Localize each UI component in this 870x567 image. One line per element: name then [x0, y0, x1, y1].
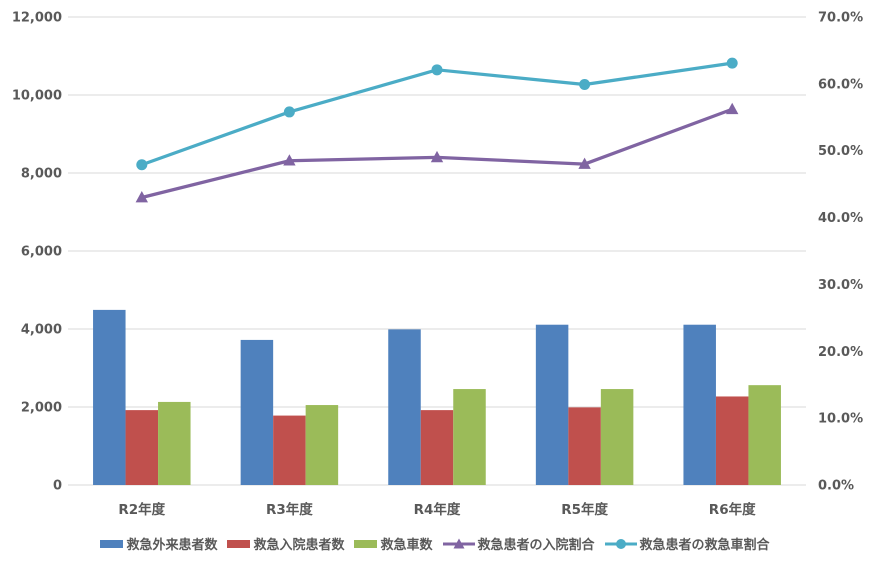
marker-circle-R6年度	[726, 57, 738, 69]
marker-triangle-R4年度	[430, 150, 444, 163]
right-axis-tick-label: 70.0%	[818, 11, 863, 26]
marker-triangle-R3年度	[283, 154, 296, 166]
left-axis-tick-label: 12,000	[12, 11, 62, 26]
right-axis-tick-label: 50.0%	[818, 144, 863, 159]
legend-swatch-icon	[227, 539, 251, 548]
bar-救急車数-R4年度	[453, 389, 486, 485]
bar-救急外来患者数-R2年度	[93, 309, 126, 485]
legend-item: 救急患者の入院割合	[442, 534, 595, 553]
bar-救急車数-R3年度	[305, 405, 339, 485]
marker-circle-R5年度	[579, 79, 591, 91]
legend-item: 救急入院患者数	[227, 534, 344, 553]
legend-label: 救急患者の入院割合	[477, 538, 595, 553]
line-救急患者の救急車割合	[140, 61, 734, 167]
chart-legend: 救急外来患者数 救急入院患者数 救急車数 救急患者の入院割合 救急患者の救急車割合	[0, 534, 870, 553]
legend-swatch-icon	[100, 539, 124, 548]
bar-救急車数-R2年度	[158, 401, 191, 485]
bar-救急入院患者数-R2年度	[125, 410, 159, 485]
legend-item: 救急患者の救急車割合	[604, 534, 770, 553]
x-axis-category-label: R6年度	[709, 501, 756, 518]
bar-救急外来患者数-R6年度	[683, 324, 716, 485]
legend-item: 救急外来患者数	[100, 534, 217, 553]
bar-救急入院患者数-R4年度	[420, 410, 454, 485]
legend-swatch-icon	[354, 539, 378, 548]
marker-circle-R2年度	[136, 159, 148, 171]
left-axis-tick-label: 0	[53, 479, 62, 494]
legend-item: 救急車数	[354, 534, 433, 553]
right-axis-tick-label: 40.0%	[818, 211, 863, 226]
bar-救急入院患者数-R3年度	[273, 415, 306, 485]
legend-line-marker-icon	[442, 538, 475, 548]
marker-triangle-R6年度	[726, 102, 739, 115]
left-axis-tick-label: 6,000	[21, 245, 62, 260]
right-axis-tick-label: 30.0%	[818, 278, 863, 293]
bar-救急車数-R6年度	[748, 385, 781, 485]
right-axis-tick-label: 0.0%	[818, 479, 854, 494]
bar-救急車数-R5年度	[600, 389, 634, 485]
x-axis-category-label: R2年度	[118, 501, 165, 518]
bar-救急入院患者数-R5年度	[568, 407, 601, 485]
right-axis-tick-label: 60.0%	[818, 77, 863, 92]
x-axis-category-label: R3年度	[266, 501, 313, 518]
marker-circle-R4年度	[431, 64, 443, 76]
x-axis-category-label: R5年度	[561, 501, 608, 518]
left-axis-tick-label: 2,000	[21, 401, 62, 416]
legend-label: 救急患者の救急車割合	[639, 538, 770, 553]
x-axis-category-label: R4年度	[414, 501, 461, 518]
legend-line-marker-icon	[604, 538, 637, 549]
legend-label: 救急車数	[380, 538, 433, 553]
marker-triangle-R5年度	[578, 157, 591, 169]
marker-triangle-R2年度	[135, 191, 148, 203]
left-axis-tick-label: 8,000	[21, 167, 62, 182]
legend-label: 救急入院患者数	[253, 538, 345, 553]
left-axis-tick-label: 10,000	[12, 89, 62, 104]
bar-救急外来患者数-R4年度	[388, 329, 421, 485]
left-axis-tick-label: 4,000	[21, 323, 62, 338]
right-axis-tick-label: 10.0%	[818, 412, 863, 427]
bar-救急外来患者数-R5年度	[535, 324, 569, 485]
legend-label: 救急外来患者数	[126, 538, 218, 553]
bar-救急外来患者数-R3年度	[240, 339, 274, 485]
marker-circle-R3年度	[283, 106, 295, 118]
bar-救急入院患者数-R6年度	[715, 396, 749, 485]
right-axis-tick-label: 20.0%	[818, 345, 863, 360]
